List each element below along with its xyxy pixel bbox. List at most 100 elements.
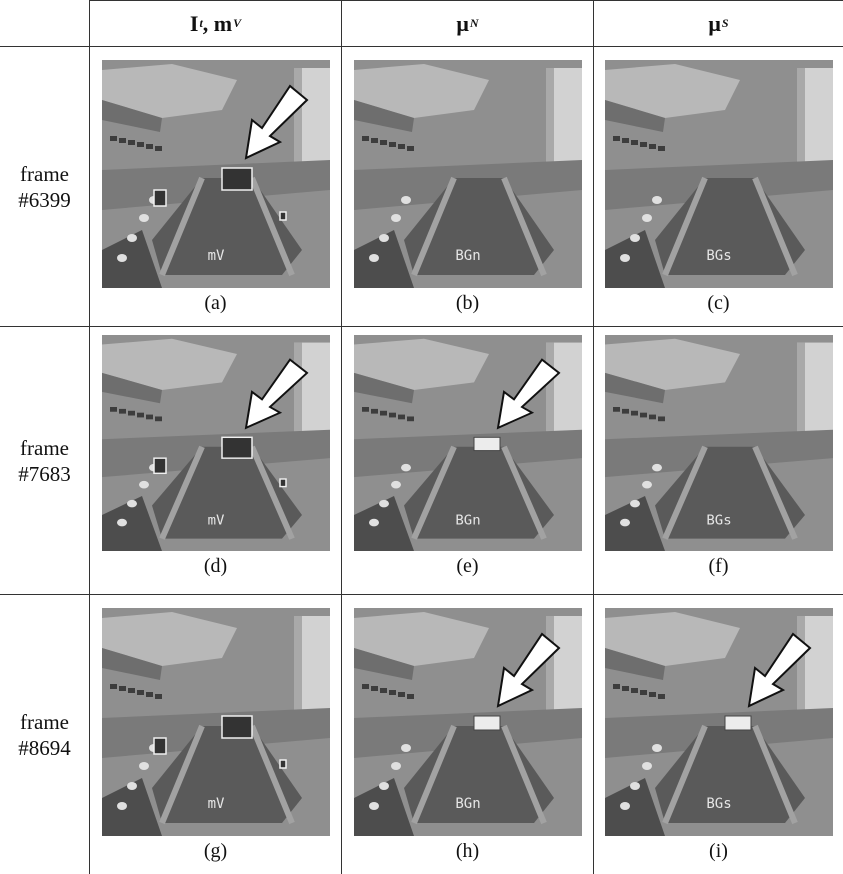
image-cell-e: BGn (e) bbox=[341, 326, 593, 594]
detection-box bbox=[278, 211, 287, 221]
building-roof bbox=[604, 64, 740, 118]
building-wall bbox=[604, 372, 665, 404]
scene: BGn bbox=[353, 608, 582, 836]
lawn-left bbox=[101, 778, 162, 836]
parked-car bbox=[630, 140, 638, 145]
detection-box bbox=[278, 759, 287, 769]
parked-car bbox=[406, 146, 414, 151]
parked-car bbox=[639, 412, 647, 418]
car bbox=[390, 214, 401, 222]
parked-car bbox=[397, 414, 405, 420]
building-wall bbox=[604, 648, 665, 680]
tower-shadow bbox=[796, 616, 805, 728]
caption: (i) bbox=[709, 840, 728, 862]
car bbox=[400, 196, 411, 204]
row-label-line2: #6399 bbox=[18, 187, 71, 212]
surveillance-frame: BGn bbox=[353, 60, 582, 288]
scene: BGs bbox=[604, 608, 833, 836]
parked-car bbox=[397, 692, 405, 697]
building-roof bbox=[353, 338, 489, 390]
detection-box bbox=[278, 478, 287, 488]
caption: (d) bbox=[203, 555, 228, 577]
caption: (e) bbox=[456, 555, 479, 577]
car bbox=[138, 214, 149, 222]
tower-shadow bbox=[796, 342, 805, 449]
parked-car bbox=[145, 144, 153, 149]
header-sub-v: V bbox=[233, 16, 242, 30]
parked-car bbox=[109, 407, 117, 412]
surveillance-frame: BGs bbox=[604, 608, 833, 836]
white-van bbox=[473, 436, 500, 452]
caption: (c) bbox=[707, 292, 730, 314]
arrow-icon bbox=[747, 632, 811, 708]
lawn-left bbox=[101, 496, 162, 551]
parked-car bbox=[639, 690, 647, 695]
car bbox=[619, 802, 630, 810]
parked-car bbox=[118, 408, 126, 414]
tower-shadow bbox=[545, 342, 554, 449]
parked-car bbox=[370, 408, 378, 414]
parked-car bbox=[109, 684, 117, 689]
parked-car bbox=[379, 410, 387, 416]
overlay-label: BGs bbox=[706, 248, 731, 264]
lawn-left bbox=[604, 778, 665, 836]
scene: BGn bbox=[353, 335, 582, 551]
parked-car bbox=[621, 138, 629, 143]
image-cell-g: mV (g) bbox=[89, 594, 341, 874]
parked-car bbox=[621, 408, 629, 414]
parked-car bbox=[136, 142, 144, 147]
tower-shadow bbox=[293, 342, 302, 449]
scene: BGn bbox=[353, 60, 582, 288]
car bbox=[138, 480, 149, 489]
footpath bbox=[158, 724, 295, 825]
row-label-3: frame #8694 bbox=[0, 594, 89, 874]
header-sub-n: N bbox=[469, 16, 479, 30]
tower-shadow bbox=[796, 68, 805, 180]
row-label-line2: #8694 bbox=[18, 735, 71, 760]
building-wall bbox=[101, 100, 162, 132]
image-cell-h: BGn (h) bbox=[341, 594, 593, 874]
caption: (g) bbox=[203, 840, 228, 862]
image-cell-i: BGs (i) bbox=[593, 594, 843, 874]
overlay-label: BGs bbox=[706, 796, 731, 812]
lawn-left bbox=[604, 230, 665, 288]
parked-car bbox=[648, 414, 656, 420]
overlay-label: mV bbox=[207, 796, 224, 812]
car bbox=[651, 463, 662, 472]
overlay-label: BGs bbox=[706, 513, 731, 529]
parked-car bbox=[370, 686, 378, 691]
lawn-left bbox=[101, 230, 162, 288]
detection-box bbox=[220, 715, 253, 739]
row-label-1: frame #6399 bbox=[0, 46, 89, 326]
parked-car bbox=[127, 688, 135, 693]
parked-car bbox=[630, 688, 638, 693]
parked-car bbox=[361, 407, 369, 412]
car bbox=[641, 762, 652, 770]
image-cell-c: BGs (c) bbox=[593, 46, 843, 326]
building-wall bbox=[353, 100, 414, 132]
detection-box bbox=[220, 436, 253, 459]
overlay-label: mV bbox=[207, 248, 224, 264]
parked-car bbox=[639, 142, 647, 147]
overlay-label: mV bbox=[207, 513, 224, 529]
car bbox=[126, 499, 137, 508]
header-mu-n: μ bbox=[456, 10, 469, 36]
row-label-line2: #7683 bbox=[18, 461, 71, 486]
footpath bbox=[661, 724, 798, 825]
building-wall bbox=[604, 100, 665, 132]
building-roof bbox=[101, 338, 237, 390]
parked-car bbox=[136, 690, 144, 695]
parked-car bbox=[118, 686, 126, 691]
footpath bbox=[410, 724, 547, 825]
image-cell-a: mV (a) bbox=[89, 46, 341, 326]
surveillance-frame: BGn bbox=[353, 335, 582, 551]
parked-car bbox=[154, 146, 162, 151]
parked-car bbox=[379, 688, 387, 693]
caption: (h) bbox=[455, 840, 480, 862]
scene: BGs bbox=[604, 60, 833, 288]
building-roof bbox=[101, 612, 237, 666]
arrow-icon bbox=[496, 358, 560, 430]
image-cell-f: BGs (f) bbox=[593, 326, 843, 594]
